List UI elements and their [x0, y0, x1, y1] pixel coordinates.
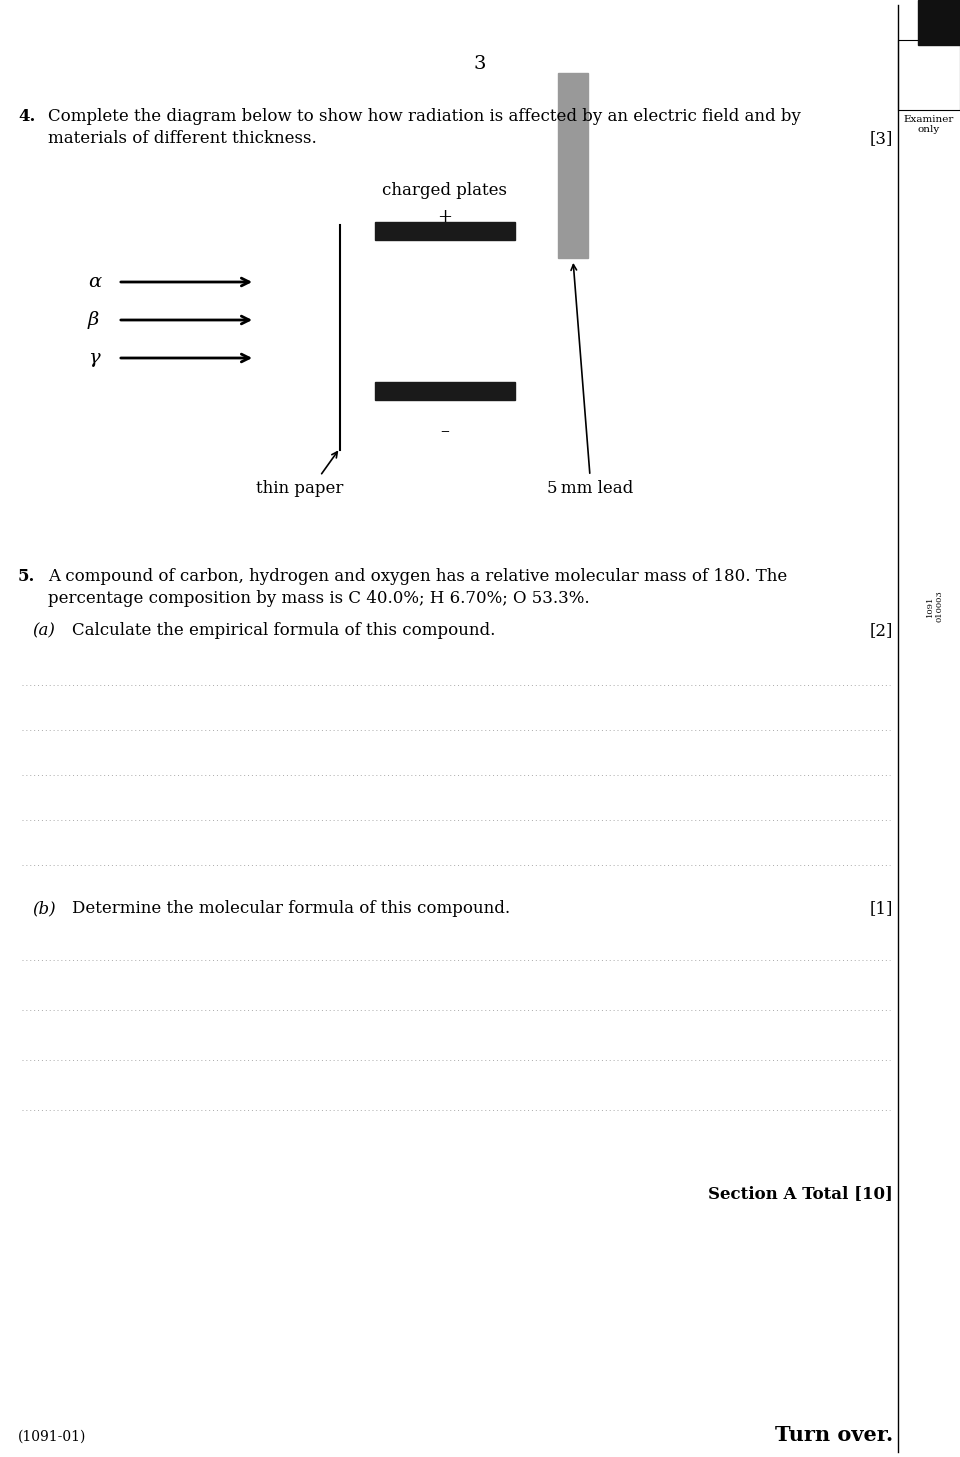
Text: +: + [438, 208, 452, 226]
Text: [3]: [3] [870, 130, 893, 147]
Text: materials of different thickness.: materials of different thickness. [48, 130, 317, 147]
Bar [898, 39, 960, 109]
Text: (1091-01): (1091-01) [18, 1429, 86, 1444]
Text: Determine the molecular formula of this compound.: Determine the molecular formula of this … [72, 900, 510, 916]
Text: 5 mm lead: 5 mm lead [547, 479, 634, 497]
Bar [375, 382, 515, 401]
Text: (a): (a) [32, 622, 55, 640]
Text: 4.: 4. [18, 108, 36, 125]
Text: [2]: [2] [870, 622, 893, 640]
Text: Turn over.: Turn over. [775, 1425, 893, 1445]
Bar [375, 221, 515, 240]
Text: γ: γ [88, 350, 100, 367]
Text: 5.: 5. [18, 568, 36, 586]
Text: β: β [88, 310, 99, 329]
Text: [1]: [1] [870, 900, 893, 916]
Bar [918, 0, 960, 45]
Text: Section A Total [10]: Section A Total [10] [708, 1185, 893, 1202]
Text: α: α [88, 272, 101, 291]
Text: A compound of carbon, hydrogen and oxygen has a relative molecular mass of 180. : A compound of carbon, hydrogen and oxyge… [48, 568, 787, 586]
Text: Complete the diagram below to show how radiation is affected by an electric fiel: Complete the diagram below to show how r… [48, 108, 801, 125]
Text: charged plates: charged plates [382, 182, 508, 200]
Text: thin paper: thin paper [256, 479, 344, 497]
Text: Calculate the empirical formula of this compound.: Calculate the empirical formula of this … [72, 622, 495, 640]
Text: percentage composition by mass is C 40.0%; H 6.70%; O 53.3%.: percentage composition by mass is C 40.0… [48, 590, 589, 608]
Bar [558, 73, 588, 258]
Text: (b): (b) [32, 900, 56, 916]
Text: 1091
010003: 1091 010003 [926, 590, 944, 622]
Text: Examiner
only: Examiner only [903, 115, 954, 134]
Text: 3: 3 [473, 55, 487, 73]
Text: –: – [441, 423, 449, 440]
